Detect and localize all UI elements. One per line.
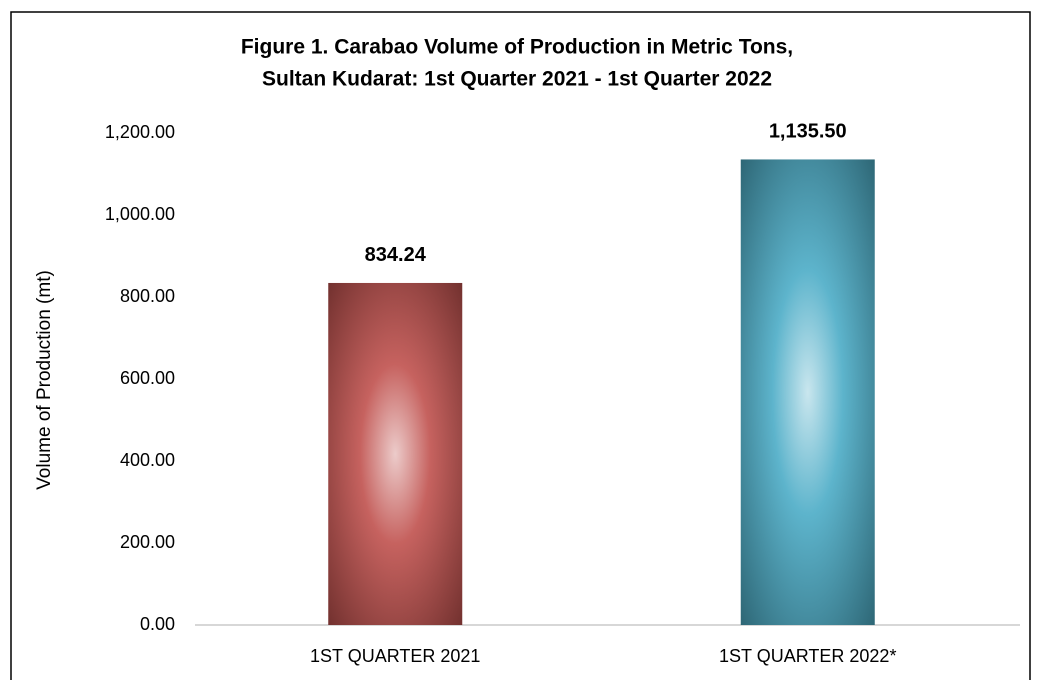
y-tick-label: 1,200.00 xyxy=(105,122,175,142)
chart-title: Figure 1. Carabao Volume of Production i… xyxy=(241,36,793,59)
y-tick-label: 1,000.00 xyxy=(105,204,175,224)
value-label: 1,135.50 xyxy=(769,121,847,143)
x-tick-label: 1ST QUARTER 2022* xyxy=(719,646,896,666)
bar xyxy=(740,159,875,625)
y-tick-label: 800.00 xyxy=(120,286,175,306)
chart-border xyxy=(10,11,1031,680)
x-tick-label: 1ST QUARTER 2021 xyxy=(310,646,480,666)
y-tick-label: 600.00 xyxy=(120,368,175,388)
y-tick-label: 200.00 xyxy=(120,532,175,552)
y-tick-label: 400.00 xyxy=(120,450,175,470)
chart-title: Sultan Kudarat: 1st Quarter 2021 - 1st Q… xyxy=(262,68,772,91)
y-tick-label: 0.00 xyxy=(140,614,175,634)
bar xyxy=(328,282,463,625)
y-axis-label: Volume of Production (mt) xyxy=(34,270,55,490)
value-label: 834.24 xyxy=(365,244,427,266)
